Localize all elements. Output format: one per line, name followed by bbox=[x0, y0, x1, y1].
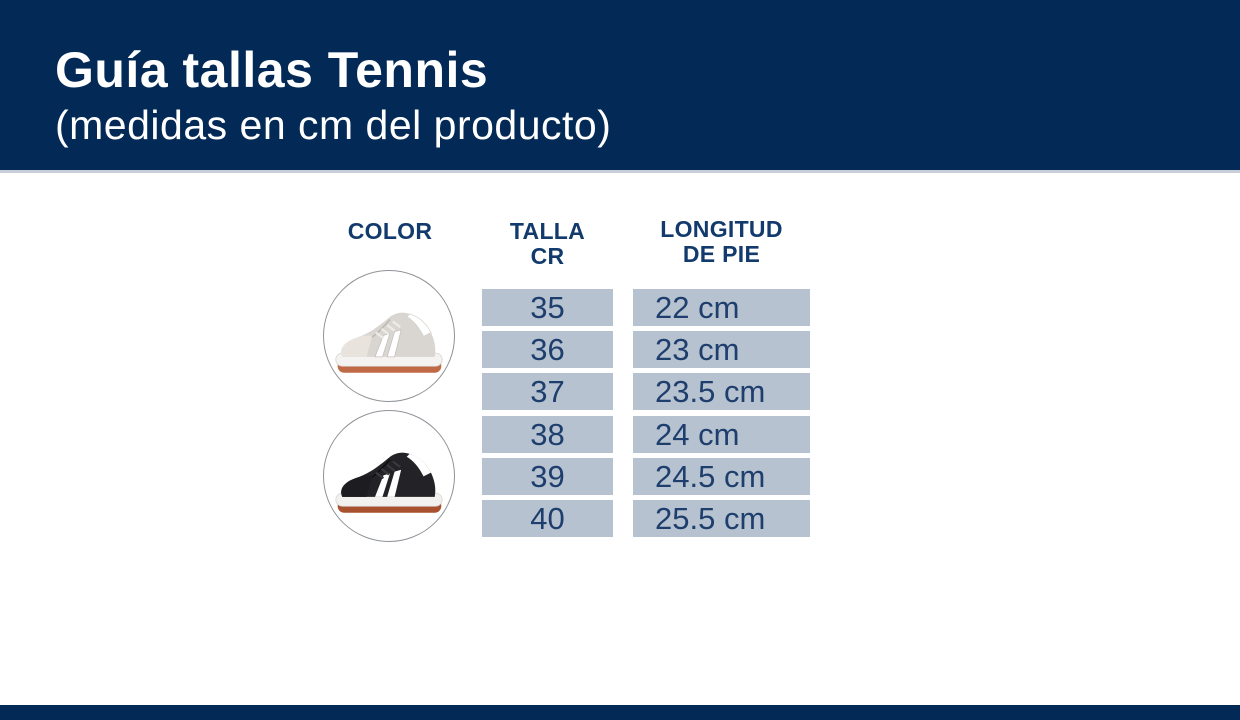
longitud-cell: 22 cm bbox=[633, 289, 810, 326]
column-header-talla-cr: TALLA CR bbox=[509, 218, 586, 269]
longitud-cell: 24 cm bbox=[633, 416, 810, 453]
column-header-color: COLOR bbox=[347, 218, 433, 244]
talla-cell: 37 bbox=[482, 373, 613, 410]
product-photo-circle-gray bbox=[323, 270, 455, 402]
longitud-cell: 24.5 cm bbox=[633, 458, 810, 495]
talla-cell: 40 bbox=[482, 500, 613, 537]
header-banner: Guía tallas Tennis (medidas en cm del pr… bbox=[0, 0, 1240, 173]
talla-cell: 39 bbox=[482, 458, 613, 495]
talla-cell: 35 bbox=[482, 289, 613, 326]
talla-cell: 36 bbox=[482, 331, 613, 368]
page-title: Guía tallas Tennis bbox=[55, 42, 489, 98]
black-sneaker-icon bbox=[335, 452, 443, 513]
page-subtitle: (medidas en cm del producto) bbox=[55, 102, 612, 148]
longitud-cell: 23 cm bbox=[633, 331, 810, 368]
longitud-cell: 23.5 cm bbox=[633, 373, 810, 410]
column-header-longitud-de-pie: LONGITUD DE PIE bbox=[660, 216, 783, 267]
longitud-cell: 25.5 cm bbox=[633, 500, 810, 537]
talla-cell: 38 bbox=[482, 416, 613, 453]
footer-bar bbox=[0, 705, 1240, 720]
product-photo-circle-black bbox=[323, 410, 455, 542]
gray-sneaker-icon bbox=[335, 312, 443, 373]
